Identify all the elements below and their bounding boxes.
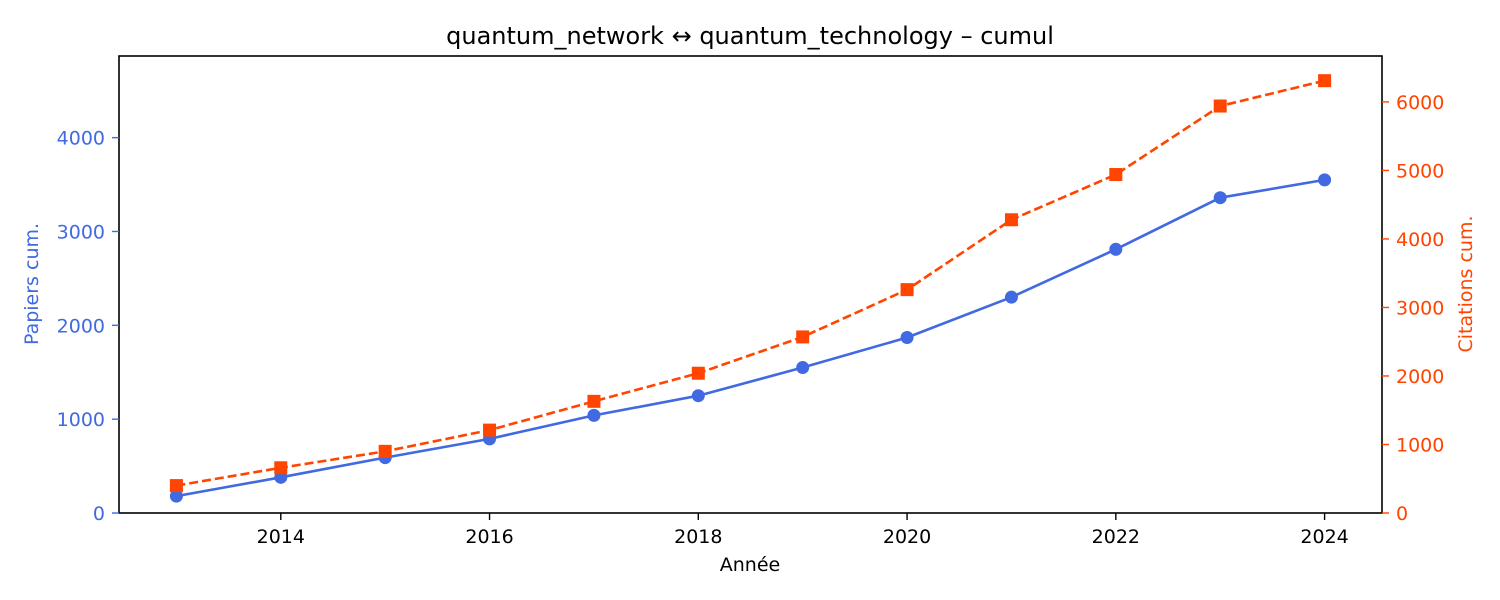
y-axis-right-label: Citations cum. xyxy=(1455,215,1477,352)
x-tick-label: 2020 xyxy=(883,526,931,548)
series-1-point xyxy=(1109,242,1123,256)
y-right-tick-label: 2000 xyxy=(1396,366,1444,388)
x-tick-label: 2014 xyxy=(257,526,305,548)
series-2-point xyxy=(900,283,914,297)
y-right-tick-label: 0 xyxy=(1396,503,1408,525)
series-2-point xyxy=(483,423,497,437)
x-tick-label: 2024 xyxy=(1300,526,1348,548)
series-2-point xyxy=(1318,74,1332,88)
series-1-point xyxy=(1004,290,1018,304)
series-2-point xyxy=(587,394,601,408)
y-right-tick-label: 6000 xyxy=(1396,92,1444,114)
x-tick-label: 2016 xyxy=(465,526,513,548)
series-1-point xyxy=(169,489,183,503)
plot-frame xyxy=(118,55,1383,514)
y-left-tick-label: 0 xyxy=(93,503,105,525)
y-right-tick-label: 3000 xyxy=(1396,297,1444,319)
y-right-tick-label: 5000 xyxy=(1396,160,1444,182)
series-2-point xyxy=(378,444,392,458)
plot-area xyxy=(169,74,1332,503)
y-axis-left: 0 1000 2000 3000 4000 xyxy=(57,128,119,525)
series-2-point xyxy=(1004,213,1018,227)
y-left-tick-label: 1000 xyxy=(57,409,105,431)
y-left-tick-label: 4000 xyxy=(57,128,105,150)
series-1-point xyxy=(1213,191,1227,205)
series-1-point xyxy=(1318,173,1332,187)
y-left-tick-label: 3000 xyxy=(57,221,105,243)
y-right-tick-label: 4000 xyxy=(1396,229,1444,251)
y-axis-left-label: Papiers cum. xyxy=(21,223,43,345)
series-1-line xyxy=(176,178,1325,498)
x-axis-label: Année xyxy=(720,554,780,576)
series-2-point xyxy=(1213,99,1227,113)
series-2-point xyxy=(796,330,810,344)
x-tick-label: 2018 xyxy=(674,526,722,548)
chart-title: quantum_network ↔ quantum_technology – c… xyxy=(446,22,1054,50)
x-tick-label: 2022 xyxy=(1092,526,1140,548)
series-1-point xyxy=(796,361,810,375)
series-2-line xyxy=(176,79,1325,487)
series-2-point xyxy=(274,461,288,475)
series-1-point xyxy=(587,408,601,422)
series-2-point xyxy=(169,479,183,493)
series-1-point xyxy=(691,389,705,403)
series-2-point xyxy=(1109,168,1123,182)
series-2-point xyxy=(691,366,705,380)
x-axis: 2014 2016 2018 2020 2022 2024 xyxy=(257,513,1349,548)
y-right-tick-label: 1000 xyxy=(1396,434,1444,456)
series-1-point xyxy=(900,331,914,345)
y-axis-right: 0 1000 2000 3000 4000 5000 6000 xyxy=(1382,92,1444,525)
y-left-tick-label: 2000 xyxy=(57,315,105,337)
